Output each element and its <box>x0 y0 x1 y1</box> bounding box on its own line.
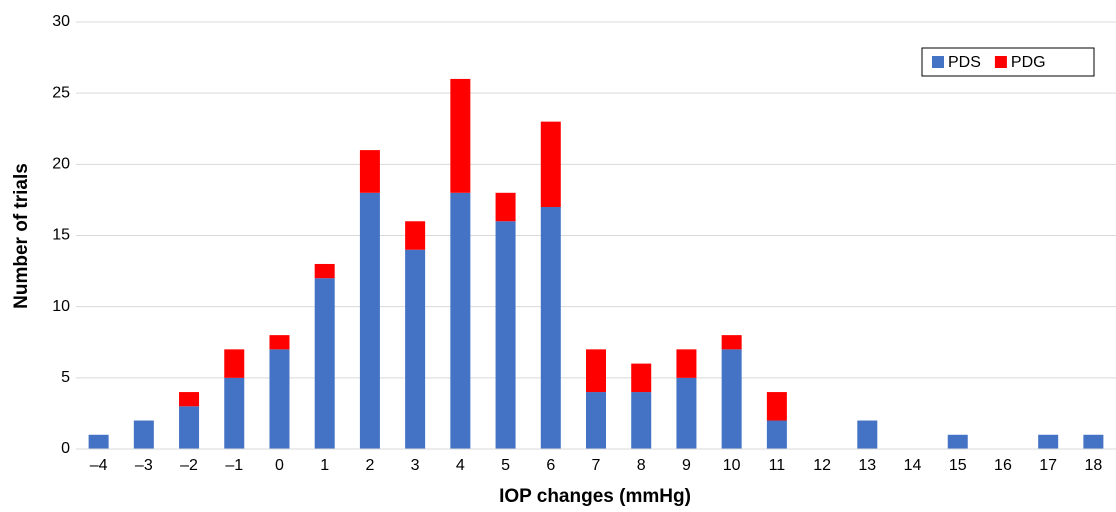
bar-segment <box>766 392 787 421</box>
x-tick-label: –4 <box>90 457 108 474</box>
x-tick-label: –2 <box>180 457 198 474</box>
bar-segment <box>495 192 516 222</box>
bar-segment <box>631 392 652 449</box>
x-tick-label: 13 <box>858 457 876 474</box>
bar-segment <box>405 221 426 250</box>
x-tick-label: 12 <box>813 457 831 474</box>
x-axis-title: IOP changes (mmHg) <box>499 486 691 507</box>
y-tick-label: 10 <box>52 298 70 315</box>
bar-segment <box>1083 434 1104 449</box>
x-tick-label: 17 <box>1039 457 1057 474</box>
bar-segment <box>224 349 245 378</box>
x-tick-label: 16 <box>994 457 1012 474</box>
bar-segment <box>495 221 516 449</box>
bar-segment <box>857 420 878 449</box>
x-tick-label: 7 <box>592 457 601 474</box>
y-tick-label: 15 <box>52 227 70 244</box>
x-tick-label: 3 <box>411 457 420 474</box>
x-tick-label: 18 <box>1084 457 1102 474</box>
x-tick-label: 4 <box>456 457 465 474</box>
legend-label: PDG <box>1011 54 1046 71</box>
x-tick-label: 5 <box>501 457 510 474</box>
bar-segment <box>721 349 742 449</box>
bar-segment <box>676 349 697 378</box>
bar-segment <box>450 192 471 450</box>
bar-segment <box>314 263 335 279</box>
bar-segment <box>766 420 787 449</box>
bar-segment <box>405 249 426 449</box>
bar-segment <box>586 349 606 393</box>
x-tick-label: –3 <box>135 457 153 474</box>
legend-box <box>921 47 1095 77</box>
x-tick-label: 14 <box>904 457 922 474</box>
y-tick-label: 25 <box>52 84 70 101</box>
legend-label: PDS <box>948 54 981 71</box>
bar-segment <box>676 377 697 449</box>
x-tick-label: 0 <box>275 457 284 474</box>
x-tick-label: 11 <box>769 457 786 474</box>
x-tick-label: 15 <box>949 457 967 474</box>
bar-segment <box>450 78 471 193</box>
x-tick-label: –1 <box>225 457 243 474</box>
x-tick-label: 10 <box>723 457 741 474</box>
y-tick-label: 0 <box>61 440 70 457</box>
bar-segment <box>269 335 290 350</box>
bar-segment <box>224 377 245 449</box>
bar-segment <box>314 278 335 449</box>
legend-swatch <box>994 56 1007 68</box>
x-tick-label: 1 <box>320 457 329 474</box>
y-axis-title: Number of trials <box>11 163 32 309</box>
x-tick-label: 8 <box>637 457 646 474</box>
bar-segment <box>540 207 561 449</box>
legend-swatch <box>932 56 944 68</box>
bar-segment <box>359 192 380 450</box>
bar-segment <box>179 406 200 449</box>
bar-segment <box>540 121 561 208</box>
y-tick-label: 20 <box>52 156 70 173</box>
bar-segment <box>721 335 742 350</box>
bar-segment <box>586 392 606 449</box>
bar-segment <box>88 434 109 449</box>
bar-segment <box>631 363 652 393</box>
y-tick-label: 5 <box>61 369 70 386</box>
x-tick-label: 9 <box>682 457 691 474</box>
bar-segment <box>359 150 380 193</box>
bar-segment <box>133 420 154 449</box>
x-tick-label: 2 <box>365 457 374 474</box>
bar-segment <box>947 434 968 449</box>
x-tick-label: 6 <box>546 457 555 474</box>
bar-segment <box>269 349 290 449</box>
bar-segment <box>1038 434 1059 449</box>
y-tick-label: 30 <box>52 13 70 30</box>
legend: PDS PDG <box>921 47 1095 77</box>
bar-segment <box>179 392 200 407</box>
